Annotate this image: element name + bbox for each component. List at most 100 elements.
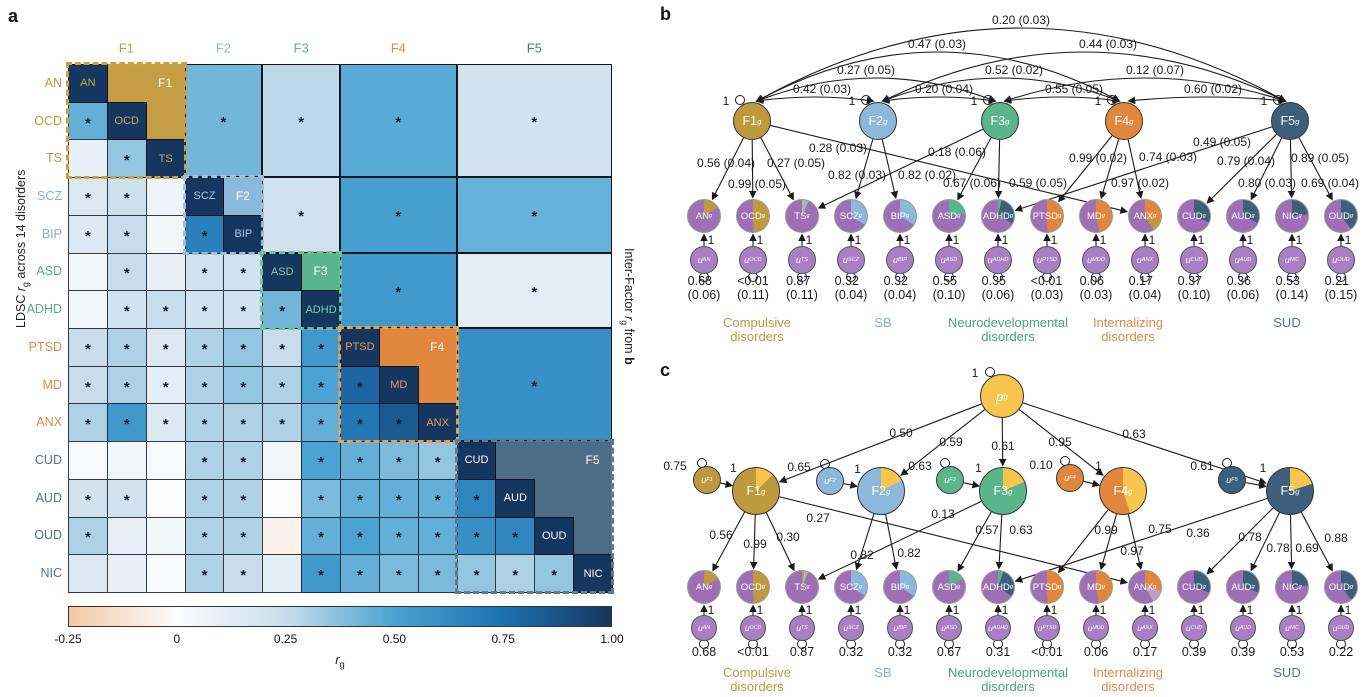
rg-cell-NIC-ADHD: * <box>301 554 341 593</box>
disorder-node-ASD: ASD g <box>932 570 966 604</box>
loading-label: 0.18 (0.06) <box>927 145 987 159</box>
significance-star: * <box>357 453 363 471</box>
loading-label: 0.30 <box>776 530 800 544</box>
residual-value: 0.67 <box>936 645 962 659</box>
u-node-ADHD: u ADHD <box>985 615 1011 641</box>
loading-label: 0.36 <box>1186 526 1210 540</box>
residual-value: 0.35 (0.06) <box>981 274 1015 302</box>
u-node-MD: u MDD <box>1083 615 1109 641</box>
u-node-NIC: u NIC <box>1279 615 1305 641</box>
unit-loading-label: 1 <box>1246 232 1254 247</box>
p-factor-path-label: 0.63 <box>1122 427 1146 441</box>
rg-cell-MD-OCD: * <box>106 365 147 405</box>
loading-label: 0.74 (0.03) <box>1138 150 1198 164</box>
significance-star: * <box>85 416 91 434</box>
significance-star: * <box>279 303 286 321</box>
significance-star: * <box>434 491 441 509</box>
factor-variance-label: 1 <box>970 94 978 108</box>
significance-star: * <box>318 491 324 509</box>
group-label: Compulsive disorders <box>723 315 791 344</box>
loading-label: 0.99 (0.02) <box>1068 151 1128 165</box>
unit-loading-label: 1 <box>1099 602 1107 617</box>
rg-cell-BIP-TS <box>145 214 186 254</box>
significance-star: * <box>201 227 208 245</box>
u-node-OUD: u OUD <box>1327 246 1355 274</box>
rg-cell-MD-ADHD: * <box>301 365 341 405</box>
factor-block-F5 <box>572 478 613 518</box>
loading-label: 0.79 (0.04) <box>1216 154 1276 168</box>
significance-star: * <box>162 303 169 321</box>
diag-cell-AN: AN <box>68 64 108 103</box>
significance-star: * <box>434 453 441 471</box>
residual-value: 0.53 (0.14) <box>1275 274 1309 302</box>
unit-loading-label: 1 <box>903 602 911 617</box>
disorder-node-OCD: OCD g <box>736 570 770 604</box>
group-label: Compulsive disorders <box>723 665 791 694</box>
unit-loading-label: 1 <box>1344 602 1352 617</box>
rg-cell-ANX-SCZ: * <box>184 403 225 443</box>
rg-cell-AUD-TS <box>145 478 186 518</box>
factor-node-F5: F5 g <box>1266 467 1314 515</box>
disorder-node-NIC: NIC g <box>1275 199 1309 233</box>
factor-block-F1 <box>106 63 147 103</box>
rg-cell-PTSD-BIP: * <box>223 328 264 367</box>
significance-star: * <box>395 529 402 547</box>
p-factor-path-label: 0.61 <box>991 439 1015 453</box>
panel-a-letter: a <box>8 6 19 26</box>
disorder-node-ADHD: ADHD g <box>981 570 1015 604</box>
significance-star: * <box>201 529 208 547</box>
rg-cell-NIC-ANX: * <box>417 554 458 593</box>
significance-star: * <box>357 529 363 547</box>
significance-star: * <box>201 453 208 471</box>
residual-value: <0.01 <box>737 645 769 659</box>
row-label-NIC: NIC <box>40 566 62 581</box>
u-node-PTSD: u PTSD <box>1034 615 1060 641</box>
unit-loading-label: 1 <box>1246 602 1254 617</box>
rg-cell-OCD-AN: * <box>68 101 108 141</box>
interfactor-rg-block-F1-F2: * <box>184 64 263 178</box>
diag-cell-TS: TS <box>145 139 186 179</box>
factor-correlation-label: 0.12 (0.07) <box>1125 63 1185 77</box>
loading-label: 0.13 <box>931 507 955 521</box>
disorder-node-AN: AN g <box>687 570 721 604</box>
rg-cell-AUD-BIP: * <box>223 478 264 518</box>
u-node-BIP: u BIP <box>887 615 913 641</box>
factor-correlation-label: 0.27 (0.05) <box>836 63 896 77</box>
panel-b-letter: b <box>660 4 671 24</box>
rg-cell-PTSD-AN: * <box>68 328 108 367</box>
disorder-node-SCZ: SCZ g <box>834 570 868 604</box>
colorbar <box>68 606 612 627</box>
disorder-node-MD: MD g <box>1079 570 1113 604</box>
significance-star: * <box>318 340 324 358</box>
loading-label: 0.82 <box>897 546 921 560</box>
unit-loading-label: 1 <box>1344 232 1352 247</box>
unit-loading-label: 1 <box>854 602 862 617</box>
row-label-BIP: BIP <box>41 226 62 241</box>
u-node-SCZ: u SCZ <box>837 246 865 274</box>
interfactor-rg-block-F2-F5: * <box>456 177 612 253</box>
significance-star: * <box>512 529 519 547</box>
diag-cell-OUD: OUD <box>534 516 575 556</box>
unit-loading-label: 1 <box>1259 461 1267 475</box>
disorder-node-CUD: CUD g <box>1177 570 1211 604</box>
residual-value: <0.01 <box>1031 645 1063 659</box>
row-label-AUD: AUD <box>35 490 62 505</box>
significance-star: * <box>240 529 247 547</box>
disorder-node-ANX: ANX g <box>1128 570 1162 604</box>
loading-label: 0.82 (0.02) <box>897 168 957 182</box>
rg-cell-BIP-AN: * <box>68 214 108 254</box>
unit-loading-label: 1 <box>1295 602 1303 617</box>
u-node-BIP: u BIP <box>886 246 914 274</box>
disorder-node-ANX: ANX g <box>1128 199 1162 233</box>
significance-star: * <box>473 529 480 547</box>
u-node-CUD: u CUD <box>1181 615 1207 641</box>
u-node-AN: u AN <box>691 615 717 641</box>
group-label: SB <box>874 665 892 680</box>
rg-cell-SCZ-AN: * <box>68 177 108 216</box>
rg-cell-MD-SCZ: * <box>184 365 225 405</box>
significance-star: * <box>434 567 441 585</box>
factor-header-F3: F3 <box>293 40 309 56</box>
factor-block-F2 <box>222 176 263 216</box>
factor-block-F5 <box>494 440 535 480</box>
u-node-OCD: u OCD <box>739 246 767 274</box>
